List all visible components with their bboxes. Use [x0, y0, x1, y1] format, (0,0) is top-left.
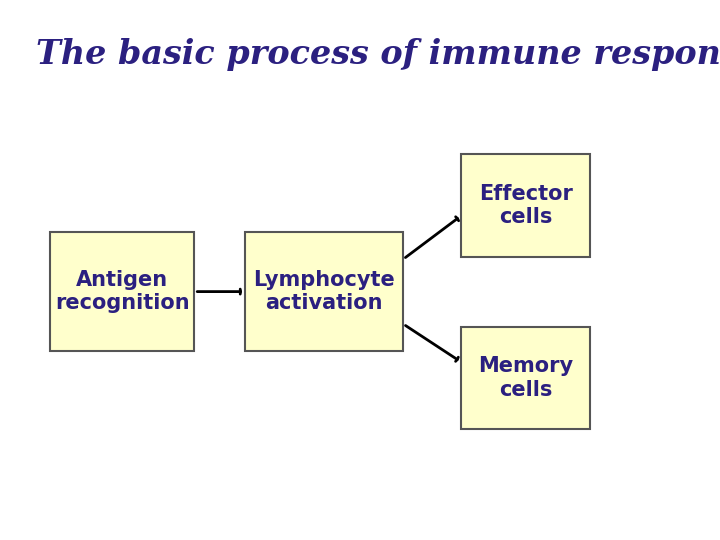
FancyBboxPatch shape: [245, 232, 403, 351]
Text: Effector
cells: Effector cells: [479, 184, 572, 227]
Text: The basic process of immune response: The basic process of immune response: [36, 38, 720, 71]
FancyBboxPatch shape: [50, 232, 194, 351]
FancyBboxPatch shape: [461, 327, 590, 429]
Text: Lymphocyte
activation: Lymphocyte activation: [253, 270, 395, 313]
FancyBboxPatch shape: [461, 154, 590, 256]
Text: Memory
cells: Memory cells: [478, 356, 573, 400]
Text: Antigen
recognition: Antigen recognition: [55, 270, 189, 313]
